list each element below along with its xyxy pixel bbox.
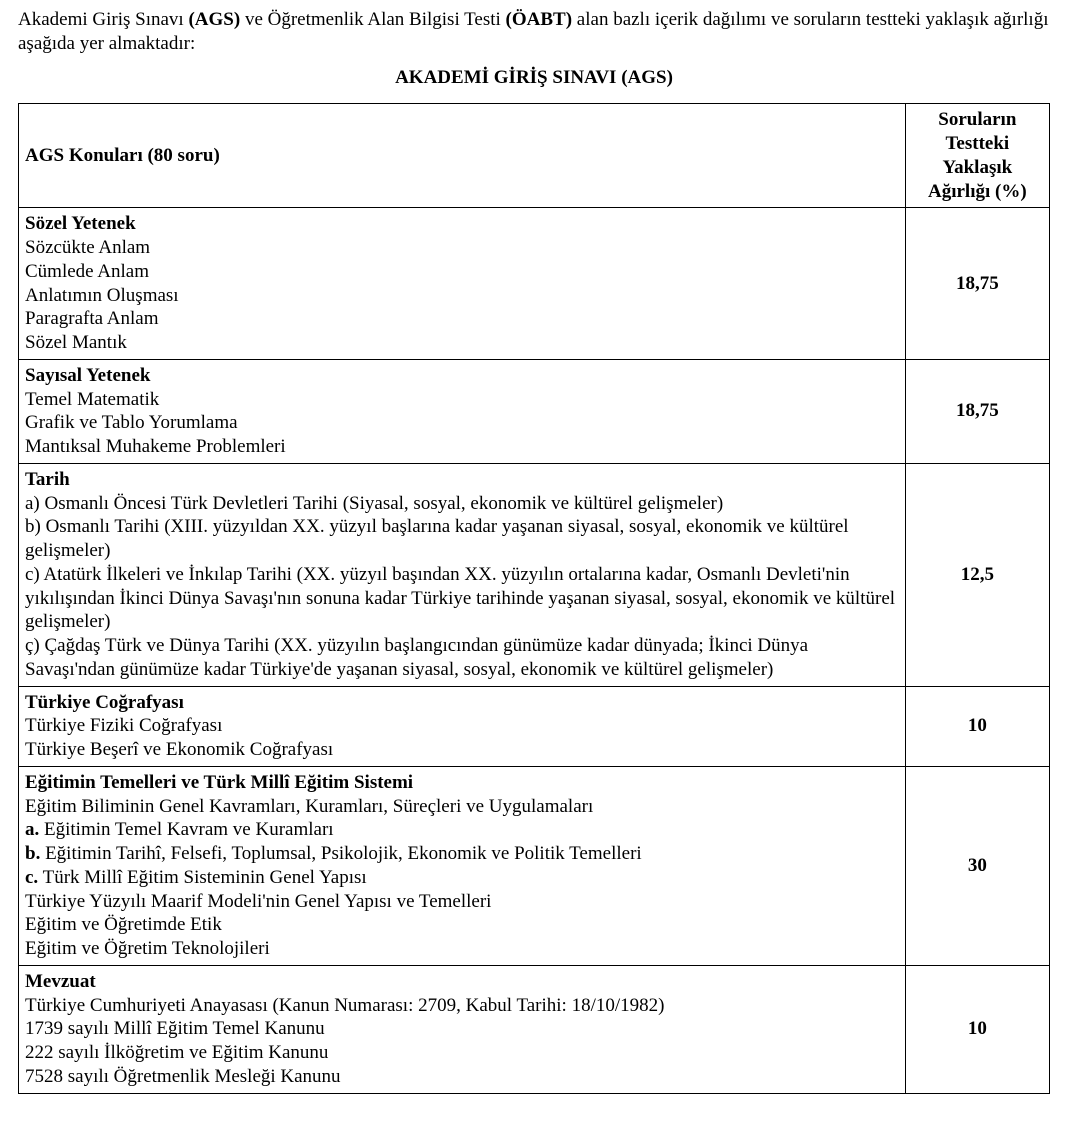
topic-heading: Mevzuat <box>25 970 899 994</box>
topic-cell: Tariha) Osmanlı Öncesi Türk Devletleri T… <box>19 463 906 686</box>
intro-prefix: Akademi Giriş Sınavı <box>18 9 188 30</box>
topic-line: c. Türk Millî Eğitim Sisteminin Genel Ya… <box>25 866 899 890</box>
intro-abbr-ags: (AGS) <box>188 9 240 30</box>
topic-line: Temel Matematik <box>25 388 899 412</box>
topic-line: Türkiye Fiziki Coğrafyası <box>25 714 899 738</box>
weight-cell: 18,75 <box>905 208 1049 360</box>
weight-cell: 10 <box>905 965 1049 1093</box>
line-prefix: c. <box>25 867 38 888</box>
weight-cell: 18,75 <box>905 359 1049 463</box>
section-title: AKADEMİ GİRİŞ SINAVI (AGS) <box>18 66 1050 90</box>
header-right: Soruların Testteki Yaklaşık Ağırlığı (%) <box>905 104 1049 208</box>
topic-line: Eğitim Biliminin Genel Kavramları, Kuram… <box>25 795 899 819</box>
topic-line: Türkiye Cumhuriyeti Anayasası (Kanun Num… <box>25 994 899 1018</box>
topic-line: Mantıksal Muhakeme Problemleri <box>25 435 899 459</box>
topic-line: Eğitim ve Öğretim Teknolojileri <box>25 937 899 961</box>
topic-line: Grafik ve Tablo Yorumlama <box>25 411 899 435</box>
topic-line: Anlatımın Oluşması <box>25 284 899 308</box>
line-prefix: b. <box>25 843 40 864</box>
topic-line: Cümlede Anlam <box>25 260 899 284</box>
intro-mid: ve Öğretmenlik Alan Bilgisi Testi <box>240 9 505 30</box>
topic-cell: Türkiye CoğrafyasıTürkiye Fiziki Coğrafy… <box>19 686 906 766</box>
line-text: Eğitimin Temel Kavram ve Kuramları <box>39 819 333 840</box>
line-text: Türkiye Yüzyılı Maarif Modeli'nin Genel … <box>25 891 491 912</box>
topic-line: 1739 sayılı Millî Eğitim Temel Kanunu <box>25 1017 899 1041</box>
topic-line: Türkiye Yüzyılı Maarif Modeli'nin Genel … <box>25 890 899 914</box>
line-text: Eğitimin Tarihî, Felsefi, Toplumsal, Psi… <box>40 843 641 864</box>
topic-cell: Eğitimin Temelleri ve Türk Millî Eğitim … <box>19 766 906 965</box>
line-prefix: a. <box>25 819 39 840</box>
table-row: Tariha) Osmanlı Öncesi Türk Devletleri T… <box>19 463 1050 686</box>
topic-line: Paragrafta Anlam <box>25 307 899 331</box>
topic-line: Eğitim ve Öğretimde Etik <box>25 913 899 937</box>
topic-cell: MevzuatTürkiye Cumhuriyeti Anayasası (Ka… <box>19 965 906 1093</box>
topic-heading: Eğitimin Temelleri ve Türk Millî Eğitim … <box>25 771 899 795</box>
weight-cell: 30 <box>905 766 1049 965</box>
line-text: Türk Millî Eğitim Sisteminin Genel Yapıs… <box>38 867 366 888</box>
table-row: Sayısal YetenekTemel MatematikGrafik ve … <box>19 359 1050 463</box>
header-left: AGS Konuları (80 soru) <box>19 104 906 208</box>
table-row: MevzuatTürkiye Cumhuriyeti Anayasası (Ka… <box>19 965 1050 1093</box>
ags-table: AGS Konuları (80 soru) Soruların Testtek… <box>18 103 1050 1093</box>
line-text: Eğitim Biliminin Genel Kavramları, Kuram… <box>25 796 593 817</box>
topic-line: Sözel Mantık <box>25 331 899 355</box>
intro-abbr-oabt: (ÖABT) <box>506 9 573 30</box>
topic-heading: Sözel Yetenek <box>25 212 899 236</box>
topic-line: ç) Çağdaş Türk ve Dünya Tarihi (XX. yüzy… <box>25 634 899 682</box>
table-row: Eğitimin Temelleri ve Türk Millî Eğitim … <box>19 766 1050 965</box>
line-text: Eğitim ve Öğretim Teknolojileri <box>25 938 270 959</box>
topic-line: b. Eğitimin Tarihî, Felsefi, Toplumsal, … <box>25 842 899 866</box>
table-row: Sözel YetenekSözcükte AnlamCümlede Anlam… <box>19 208 1050 360</box>
table-header-row: AGS Konuları (80 soru) Soruların Testtek… <box>19 104 1050 208</box>
topic-line: c) Atatürk İlkeleri ve İnkılap Tarihi (X… <box>25 563 899 634</box>
topic-line: 222 sayılı İlköğretim ve Eğitim Kanunu <box>25 1041 899 1065</box>
line-text: Eğitim ve Öğretimde Etik <box>25 914 222 935</box>
table-row: Türkiye CoğrafyasıTürkiye Fiziki Coğrafy… <box>19 686 1050 766</box>
topic-line: Sözcükte Anlam <box>25 236 899 260</box>
weight-cell: 12,5 <box>905 463 1049 686</box>
topic-heading: Türkiye Coğrafyası <box>25 691 899 715</box>
topic-line: 7528 sayılı Öğretmenlik Mesleği Kanunu <box>25 1065 899 1089</box>
topic-cell: Sözel YetenekSözcükte AnlamCümlede Anlam… <box>19 208 906 360</box>
weight-cell: 10 <box>905 686 1049 766</box>
topic-line: a. Eğitimin Temel Kavram ve Kuramları <box>25 818 899 842</box>
topic-cell: Sayısal YetenekTemel MatematikGrafik ve … <box>19 359 906 463</box>
topic-heading: Sayısal Yetenek <box>25 364 899 388</box>
topic-line: Türkiye Beşerî ve Ekonomik Coğrafyası <box>25 738 899 762</box>
topic-heading: Tarih <box>25 468 899 492</box>
topic-line: a) Osmanlı Öncesi Türk Devletleri Tarihi… <box>25 492 899 516</box>
topic-line: b) Osmanlı Tarihi (XIII. yüzyıldan XX. y… <box>25 515 899 563</box>
intro-paragraph: Akademi Giriş Sınavı (AGS) ve Öğretmenli… <box>18 8 1050 56</box>
